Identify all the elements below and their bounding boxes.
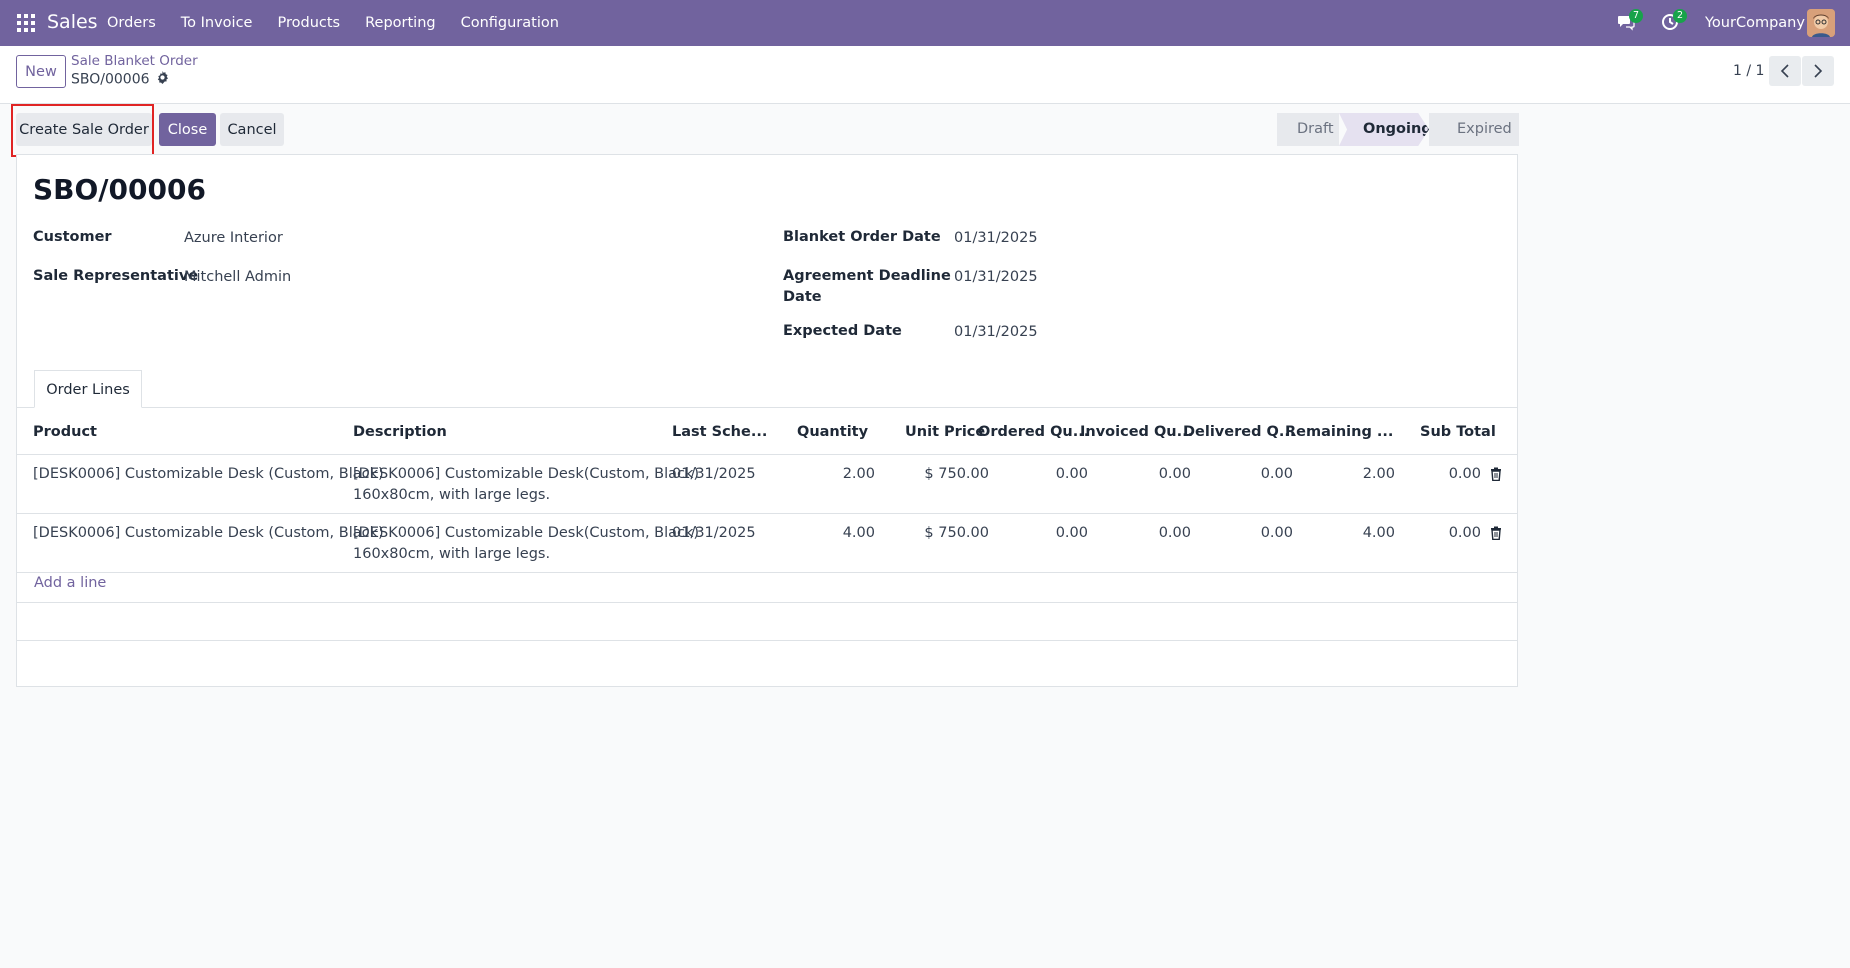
- row-quantity: 2.00: [842, 466, 875, 482]
- table-row[interactable]: [DESK0006] Customizable Desk (Custom, Bl…: [17, 514, 1517, 573]
- apps-grid-icon[interactable]: [17, 14, 35, 32]
- breadcrumb-parent-link[interactable]: Sale Blanket Order: [71, 53, 198, 69]
- new-button[interactable]: New: [16, 55, 66, 88]
- pager-value[interactable]: 1 / 1: [1733, 63, 1765, 79]
- expected-date-label: Expected Date: [783, 323, 902, 339]
- col-invoiced-qty[interactable]: Invoiced Qu...: [1080, 424, 1194, 440]
- menu-products[interactable]: Products: [277, 15, 341, 31]
- row-description-line1: [DESK0006] Customizable Desk(Custom, Bla…: [353, 466, 700, 482]
- col-remaining-qty[interactable]: Remaining ...: [1285, 424, 1394, 440]
- row-date: 01/31/2025: [672, 525, 756, 541]
- table-row[interactable]: [DESK0006] Customizable Desk (Custom, Bl…: [17, 455, 1517, 514]
- main-menu: Orders To Invoice Products Reporting Con…: [107, 15, 584, 31]
- blanket-date-label: Blanket Order Date: [783, 229, 941, 245]
- salesrep-label: Sale Representative: [33, 268, 199, 284]
- tab-order-lines[interactable]: Order Lines: [34, 370, 142, 408]
- row-description: [DESK0006] Customizable Desk(Custom, Bla…: [353, 523, 699, 565]
- deadline-label-line2: Date: [783, 289, 822, 305]
- cancel-button[interactable]: Cancel: [220, 113, 284, 146]
- expected-date-field[interactable]: 01/31/2025: [954, 324, 1038, 340]
- deadline-field[interactable]: 01/31/2025: [954, 269, 1038, 285]
- row-description-line2: 160x80cm, with large legs.: [353, 546, 551, 562]
- record-title: SBO/00006: [33, 173, 206, 206]
- row-unit-price: $ 750.00: [924, 525, 989, 541]
- breadcrumb-current: SBO/00006: [71, 71, 198, 88]
- messages-badge: 7: [1629, 9, 1643, 23]
- add-line-link[interactable]: Add a line: [34, 575, 107, 591]
- row-remaining: 2.00: [1362, 466, 1395, 482]
- col-description[interactable]: Description: [353, 424, 447, 440]
- row-remaining: 4.00: [1362, 525, 1395, 541]
- top-navbar: Sales Orders To Invoice Products Reporti…: [0, 0, 1850, 46]
- deadline-label: Agreement Deadline Date: [783, 266, 951, 308]
- stage-draft[interactable]: Draft: [1277, 113, 1339, 146]
- col-last-scheduled[interactable]: Last Sche...: [672, 424, 768, 440]
- col-product[interactable]: Product: [33, 424, 97, 440]
- row-ordered: 0.00: [1055, 525, 1088, 541]
- stage-ongoing[interactable]: Ongoing: [1339, 113, 1429, 146]
- user-avatar[interactable]: [1807, 9, 1835, 37]
- menu-reporting[interactable]: Reporting: [365, 15, 436, 31]
- clock-icon[interactable]: 2: [1661, 9, 1687, 33]
- control-panel: New Sale Blanket Order SBO/00006 1 / 1: [0, 46, 1850, 104]
- deadline-label-line1: Agreement Deadline: [783, 268, 951, 284]
- tab-divider: [17, 407, 1517, 408]
- menu-to-invoice[interactable]: To Invoice: [180, 15, 253, 31]
- row-date: 01/31/2025: [672, 466, 756, 482]
- row-product: [DESK0006] Customizable Desk (Custom, Bl…: [33, 466, 384, 482]
- chevron-right-icon[interactable]: [1802, 56, 1834, 86]
- breadcrumb: Sale Blanket Order SBO/00006: [71, 53, 198, 88]
- row-product: [DESK0006] Customizable Desk (Custom, Bl…: [33, 525, 384, 541]
- row-description-line1: [DESK0006] Customizable Desk(Custom, Bla…: [353, 525, 700, 541]
- row-invoiced: 0.00: [1158, 525, 1191, 541]
- status-bar: Draft Ongoing Expired: [1277, 113, 1519, 146]
- stage-expired[interactable]: Expired: [1429, 113, 1519, 146]
- gear-icon[interactable]: [156, 71, 169, 88]
- form-sheet: SBO/00006 Customer Azure Interior Sale R…: [16, 154, 1518, 687]
- close-button[interactable]: Close: [159, 113, 216, 146]
- activities-badge: 2: [1673, 9, 1687, 23]
- chevron-left-icon[interactable]: [1769, 56, 1801, 86]
- header-border: [17, 454, 1517, 455]
- row-ordered: 0.00: [1055, 466, 1088, 482]
- menu-configuration[interactable]: Configuration: [460, 15, 559, 31]
- app-name[interactable]: Sales: [47, 11, 98, 33]
- row-description-line2: 160x80cm, with large legs.: [353, 487, 551, 503]
- row-subtotal: 0.00: [1448, 466, 1481, 482]
- menu-orders[interactable]: Orders: [107, 15, 156, 31]
- trash-icon[interactable]: [1490, 526, 1502, 544]
- row-delivered: 0.00: [1260, 466, 1293, 482]
- breadcrumb-current-label: SBO/00006: [71, 71, 150, 88]
- chat-icon[interactable]: 7: [1617, 9, 1643, 33]
- row-unit-price: $ 750.00: [924, 466, 989, 482]
- col-quantity[interactable]: Quantity: [797, 424, 869, 440]
- row-description: [DESK0006] Customizable Desk(Custom, Bla…: [353, 464, 699, 506]
- col-subtotal[interactable]: Sub Total: [1420, 424, 1496, 440]
- col-ordered-qty[interactable]: Ordered Qu...: [978, 424, 1090, 440]
- blanket-date-field[interactable]: 01/31/2025: [954, 230, 1038, 246]
- col-unit-price[interactable]: Unit Price: [905, 424, 986, 440]
- row-invoiced: 0.00: [1158, 466, 1191, 482]
- row-subtotal: 0.00: [1448, 525, 1481, 541]
- col-delivered-qty[interactable]: Delivered Q...: [1183, 424, 1296, 440]
- trash-icon[interactable]: [1490, 467, 1502, 485]
- table-separator: [17, 602, 1517, 603]
- customer-field[interactable]: Azure Interior: [184, 230, 283, 246]
- row-delivered: 0.00: [1260, 525, 1293, 541]
- customer-label: Customer: [33, 229, 112, 245]
- company-switcher[interactable]: YourCompany: [1705, 15, 1805, 31]
- table-separator: [17, 640, 1517, 641]
- salesrep-field[interactable]: Mitchell Admin: [184, 269, 292, 285]
- create-sale-order-button[interactable]: Create Sale Order: [16, 113, 152, 146]
- row-quantity: 4.00: [842, 525, 875, 541]
